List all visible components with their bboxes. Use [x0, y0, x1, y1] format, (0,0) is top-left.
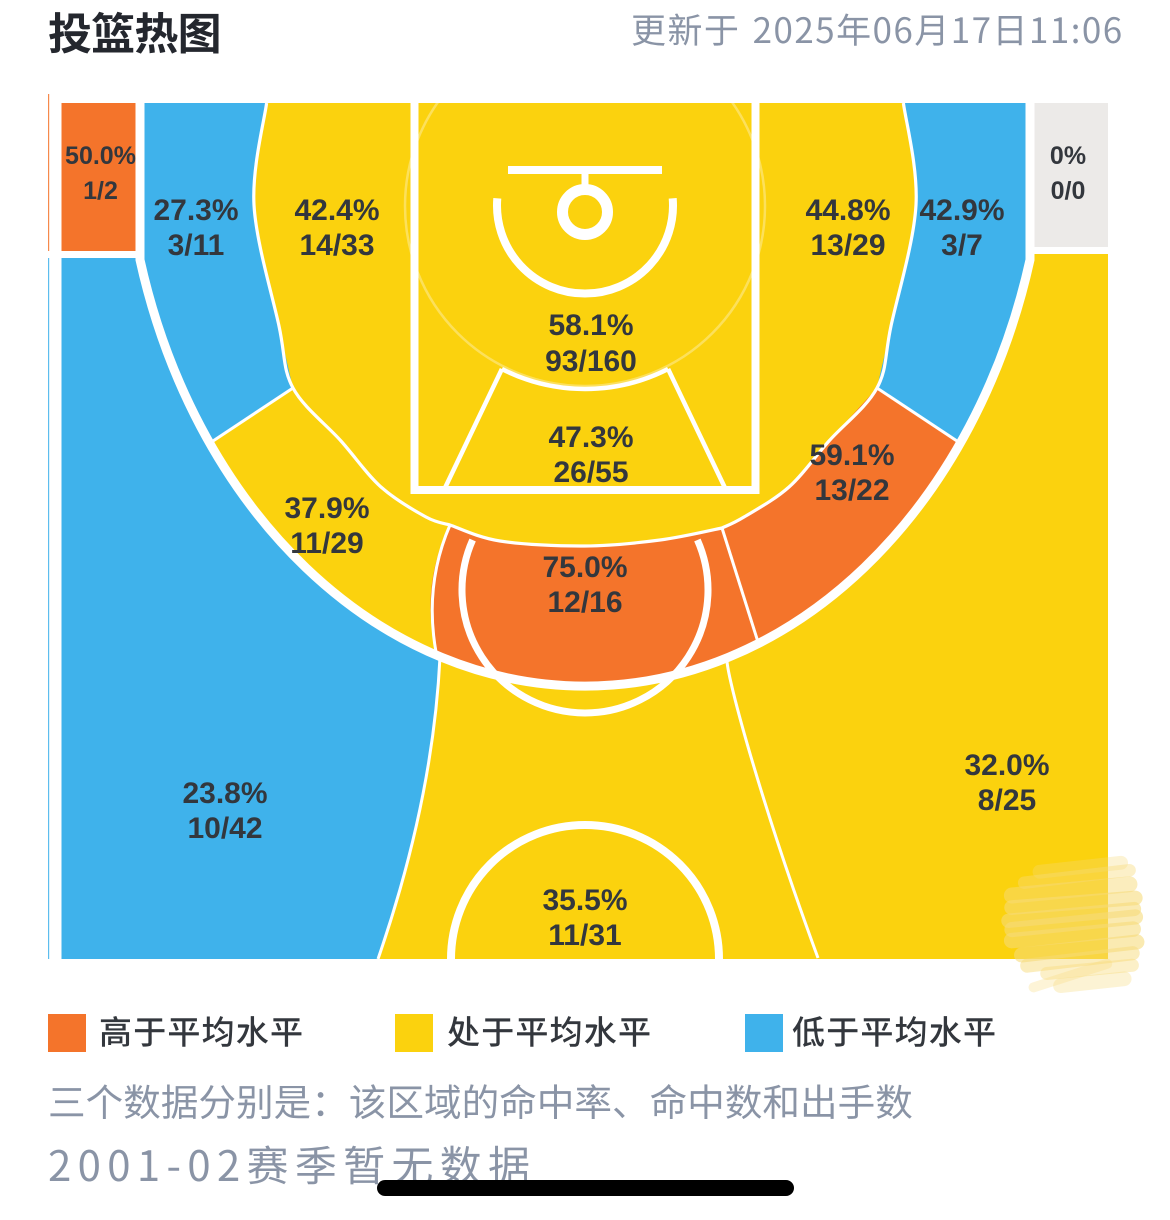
svg-text:32.0%: 32.0% [964, 749, 1049, 782]
svg-text:3/11: 3/11 [168, 229, 225, 262]
svg-text:8/25: 8/25 [978, 784, 1036, 817]
svg-text:0/0: 0/0 [1051, 177, 1086, 205]
svg-text:42.4%: 42.4% [294, 194, 379, 227]
svg-text:26/55: 26/55 [553, 456, 628, 489]
svg-text:50.0%: 50.0% [65, 142, 136, 170]
svg-text:1/2: 1/2 [83, 177, 118, 205]
svg-text:75.0%: 75.0% [542, 551, 627, 584]
svg-text:12/16: 12/16 [547, 586, 622, 619]
svg-text:11/31: 11/31 [548, 919, 621, 952]
svg-text:93/160: 93/160 [545, 345, 637, 378]
svg-text:59.1%: 59.1% [809, 439, 894, 472]
svg-text:10/42: 10/42 [187, 812, 262, 845]
svg-text:11/29: 11/29 [290, 527, 363, 560]
svg-text:42.9%: 42.9% [919, 194, 1004, 227]
svg-text:23.8%: 23.8% [182, 777, 267, 810]
svg-text:58.1%: 58.1% [548, 309, 633, 342]
svg-text:0%: 0% [1050, 142, 1086, 170]
svg-text:27.3%: 27.3% [153, 194, 238, 227]
svg-text:3/7: 3/7 [941, 229, 983, 262]
svg-text:35.5%: 35.5% [542, 884, 627, 917]
svg-text:13/22: 13/22 [814, 474, 889, 507]
svg-text:14/33: 14/33 [299, 229, 374, 262]
svg-text:47.3%: 47.3% [548, 421, 633, 454]
svg-text:44.8%: 44.8% [805, 194, 890, 227]
svg-text:37.9%: 37.9% [284, 492, 369, 525]
svg-text:13/29: 13/29 [810, 229, 885, 262]
